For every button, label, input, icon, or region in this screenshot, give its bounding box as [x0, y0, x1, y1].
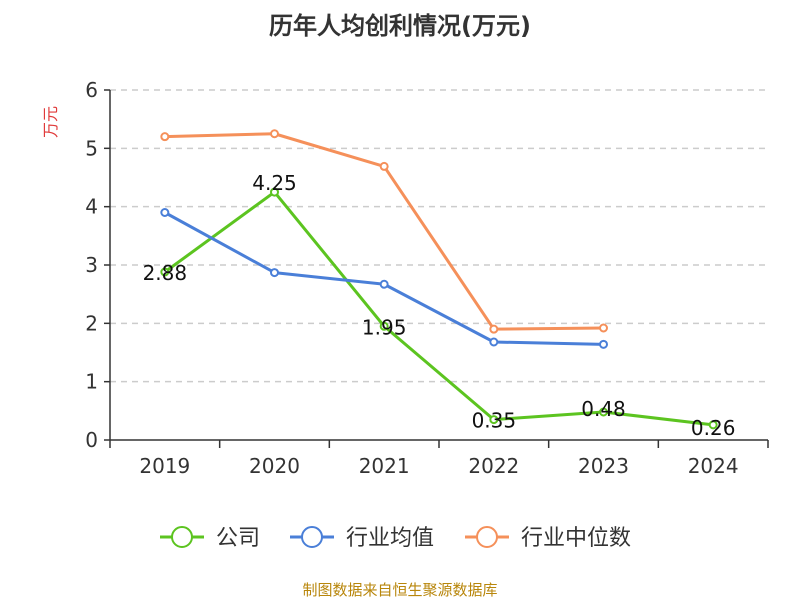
data-point-2-0[interactable] — [160, 132, 170, 142]
legend[interactable]: 公司 行业均值 行业中位数 — [160, 526, 631, 551]
x-tick-label-2021: 2021 — [359, 454, 410, 478]
data-point-0-5[interactable] — [708, 420, 718, 430]
chart-title: 历年人均创利情况(万元) — [269, 12, 531, 40]
series-lines — [160, 129, 718, 430]
x-tick-label-2024: 2024 — [688, 454, 739, 478]
data-label-3: 0.35 — [472, 409, 517, 433]
data-label-4: 0.48 — [581, 397, 626, 421]
source-note: 制图数据来自恒生聚源数据库 — [302, 581, 498, 599]
x-tick-label-2019: 2019 — [139, 454, 190, 478]
x-tick-label-2023: 2023 — [578, 454, 629, 478]
data-point-2-2[interactable] — [379, 161, 389, 171]
y-tick-label: 1 — [85, 370, 98, 394]
data-point-1-0[interactable] — [160, 208, 170, 217]
y-tick-label: 4 — [85, 195, 98, 219]
data-label-1: 4.25 — [252, 171, 297, 195]
data-point-1-1[interactable] — [270, 268, 279, 278]
legend-marker — [171, 526, 193, 548]
data-point-0-3[interactable] — [489, 415, 499, 425]
data-point-2-3[interactable] — [489, 324, 499, 334]
y-tick-label: 0 — [85, 428, 98, 452]
data-point-0-2[interactable] — [379, 321, 389, 331]
legend-label: 行业中位数 — [521, 526, 631, 551]
x-tick-label-2020: 2020 — [249, 454, 300, 478]
axes: 0 1 2 3 4 5 6 万元 2019 2020 2021 2022 2023 2024 — [41, 78, 769, 478]
legend-item-1[interactable]: 行业均值 — [290, 526, 434, 551]
data-labels: 2.88 4.25 1.95 0.35 0.48 0.26 — [143, 171, 736, 440]
y-axis-label: 万元 — [41, 106, 60, 138]
x-tick-label-2022: 2022 — [468, 454, 519, 478]
data-label-2: 1.95 — [362, 315, 407, 339]
data-point-2-4[interactable] — [599, 323, 608, 333]
data-point-0-1[interactable] — [270, 187, 279, 197]
legend-marker — [476, 526, 498, 548]
legend-label: 公司 — [216, 526, 260, 551]
y-tick-label: 2 — [85, 311, 98, 335]
legend-item-2[interactable]: 行业中位数 — [465, 526, 631, 551]
y-tick-label: 5 — [85, 136, 98, 160]
data-label-0: 2.88 — [143, 261, 188, 285]
series-line-0 — [163, 190, 714, 427]
data-point-1-2[interactable] — [379, 279, 389, 289]
data-point-0-4[interactable] — [599, 407, 608, 417]
data-point-1-4[interactable] — [599, 339, 608, 349]
y-tick-label: 3 — [85, 253, 98, 277]
data-label-5: 0.26 — [691, 416, 736, 440]
legend-label: 行业均值 — [346, 526, 434, 551]
data-point-0-0[interactable] — [160, 267, 170, 277]
y-tick-label: 6 — [85, 78, 98, 102]
legend-marker — [301, 526, 323, 548]
data-point-2-1[interactable] — [270, 129, 279, 139]
data-point-1-3[interactable] — [489, 337, 499, 347]
legend-item-0[interactable]: 公司 — [160, 526, 260, 551]
